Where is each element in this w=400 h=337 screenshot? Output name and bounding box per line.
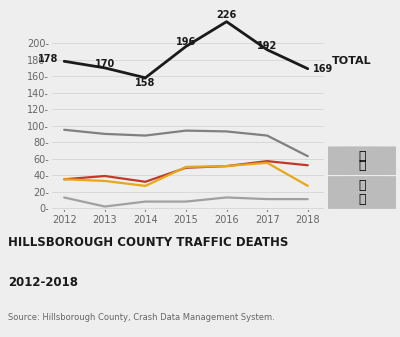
Text: 158: 158 xyxy=(135,78,156,88)
Text: 196: 196 xyxy=(176,37,196,47)
Text: TOTAL: TOTAL xyxy=(332,56,372,66)
Circle shape xyxy=(0,156,400,174)
Circle shape xyxy=(0,177,400,195)
Text: 🚗: 🚗 xyxy=(358,150,366,163)
Circle shape xyxy=(0,147,400,165)
Text: Source: Hillsborough County, Crash Data Management System.: Source: Hillsborough County, Crash Data … xyxy=(8,313,275,323)
Text: 226: 226 xyxy=(216,10,237,20)
Text: 170: 170 xyxy=(95,59,115,69)
Circle shape xyxy=(0,190,400,208)
Text: 178: 178 xyxy=(38,54,59,63)
Text: 169: 169 xyxy=(313,64,334,74)
Text: 🚶: 🚶 xyxy=(358,159,366,172)
Text: 🚴: 🚴 xyxy=(358,193,366,206)
Text: 192: 192 xyxy=(257,40,277,51)
Text: 🏍: 🏍 xyxy=(358,179,366,192)
Text: 2012-2018: 2012-2018 xyxy=(8,276,78,289)
Text: HILLSBOROUGH COUNTY TRAFFIC DEATHS: HILLSBOROUGH COUNTY TRAFFIC DEATHS xyxy=(8,236,288,249)
